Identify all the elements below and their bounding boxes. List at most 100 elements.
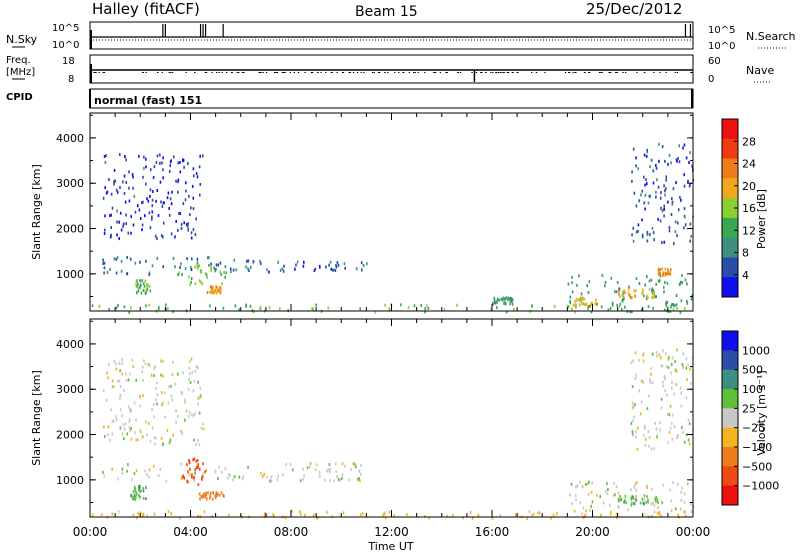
echo-8 [651,514,653,518]
velocity-y-axis: 1000 2000 3000 4000 [56,320,693,504]
echo-8 [658,512,661,516]
echo-12 [279,307,281,311]
echo-1 [119,385,122,389]
nave-dot [497,72,500,73]
echo-11 [509,302,511,306]
echo-8 [610,510,612,514]
echo-6 [619,302,622,306]
echo-0 [126,469,128,473]
echo-10 [685,156,688,160]
echo-12 [425,304,428,308]
echo-10 [635,164,637,168]
echo-10 [631,170,633,174]
echo-1 [197,402,200,406]
echo-7 [648,394,650,398]
velocity-colorbar-swatch [722,331,738,351]
echo-8 [623,289,625,293]
echo-10 [664,189,666,193]
echo-3 [210,266,212,270]
echo-1 [151,217,153,221]
echo-10 [689,239,691,243]
echo-12 [672,303,675,307]
echo-1 [130,408,132,412]
nave-dot [142,72,145,73]
echo-10 [646,239,649,243]
echo-1 [154,365,157,369]
echo-1 [198,411,201,415]
echo-1 [119,211,122,215]
nsearch-tick-bottom: 10^0 [708,41,735,52]
echo-10 [677,208,680,212]
nave-dot [304,72,306,73]
echo-3 [190,280,192,284]
echo-1 [107,425,110,429]
echo-0 [282,269,285,273]
echo-7 [662,349,664,353]
echo-1 [182,158,184,162]
nave-dot [330,72,332,73]
echo-6 [651,287,653,291]
echo-4 [135,495,137,499]
echo-5 [143,284,146,288]
echo-4 [218,288,221,292]
echo-10 [633,191,636,195]
echo-0 [146,473,148,476]
echo-1 [197,396,200,400]
echo-10 [671,202,674,206]
echo-6 [664,280,666,284]
echo-1 [111,432,114,436]
echo-7 [631,406,634,410]
nave-dot [363,72,365,73]
nave-dot [218,72,220,73]
nave-tick-top: 60 [708,56,721,67]
echo-10 [663,214,665,218]
echo-10 [631,233,633,237]
echo-1 [190,206,192,210]
echo-1 [127,231,130,235]
echo-4 [213,291,216,294]
echo-10 [684,223,687,227]
date-title: 25/Dec/2012 [586,0,682,18]
echo-4 [139,495,142,499]
echo-2 [201,477,203,481]
nave-dot [588,72,590,73]
echo-1 [178,211,180,215]
nave-dot [535,72,538,73]
echo-5 [602,501,605,505]
echo-6 [646,495,648,499]
echo-1 [187,387,190,391]
echo-4 [135,491,137,494]
echo-7 [687,363,689,367]
echo-1 [149,188,152,192]
echo-1 [110,213,112,217]
echo-4 [145,497,147,501]
echo-8 [628,287,630,291]
nave-dot [589,72,591,73]
echo-8 [683,510,686,514]
echo-8 [538,511,541,515]
echo-0 [318,474,321,478]
echo-1 [141,435,144,439]
echo-8 [660,514,662,518]
echo-0 [159,467,162,471]
echo-0 [129,257,132,261]
nave-dot [414,72,416,73]
echo-7 [677,433,679,437]
echo-10 [676,221,679,225]
echo-7 [671,422,673,425]
echo-1 [128,418,131,421]
nave-dot [373,72,375,73]
echo-6 [569,301,572,305]
echo-1 [110,192,113,196]
echo-5 [606,492,609,496]
echo-10 [646,182,648,186]
echo-6 [571,281,573,285]
nave-dot [293,72,295,73]
echo-3 [209,496,211,500]
echo-7 [673,392,676,396]
echo-2 [337,263,340,267]
echo-10 [678,160,681,164]
nave-dot [211,72,213,73]
echo-10 [637,223,640,227]
echo-1 [135,438,138,442]
